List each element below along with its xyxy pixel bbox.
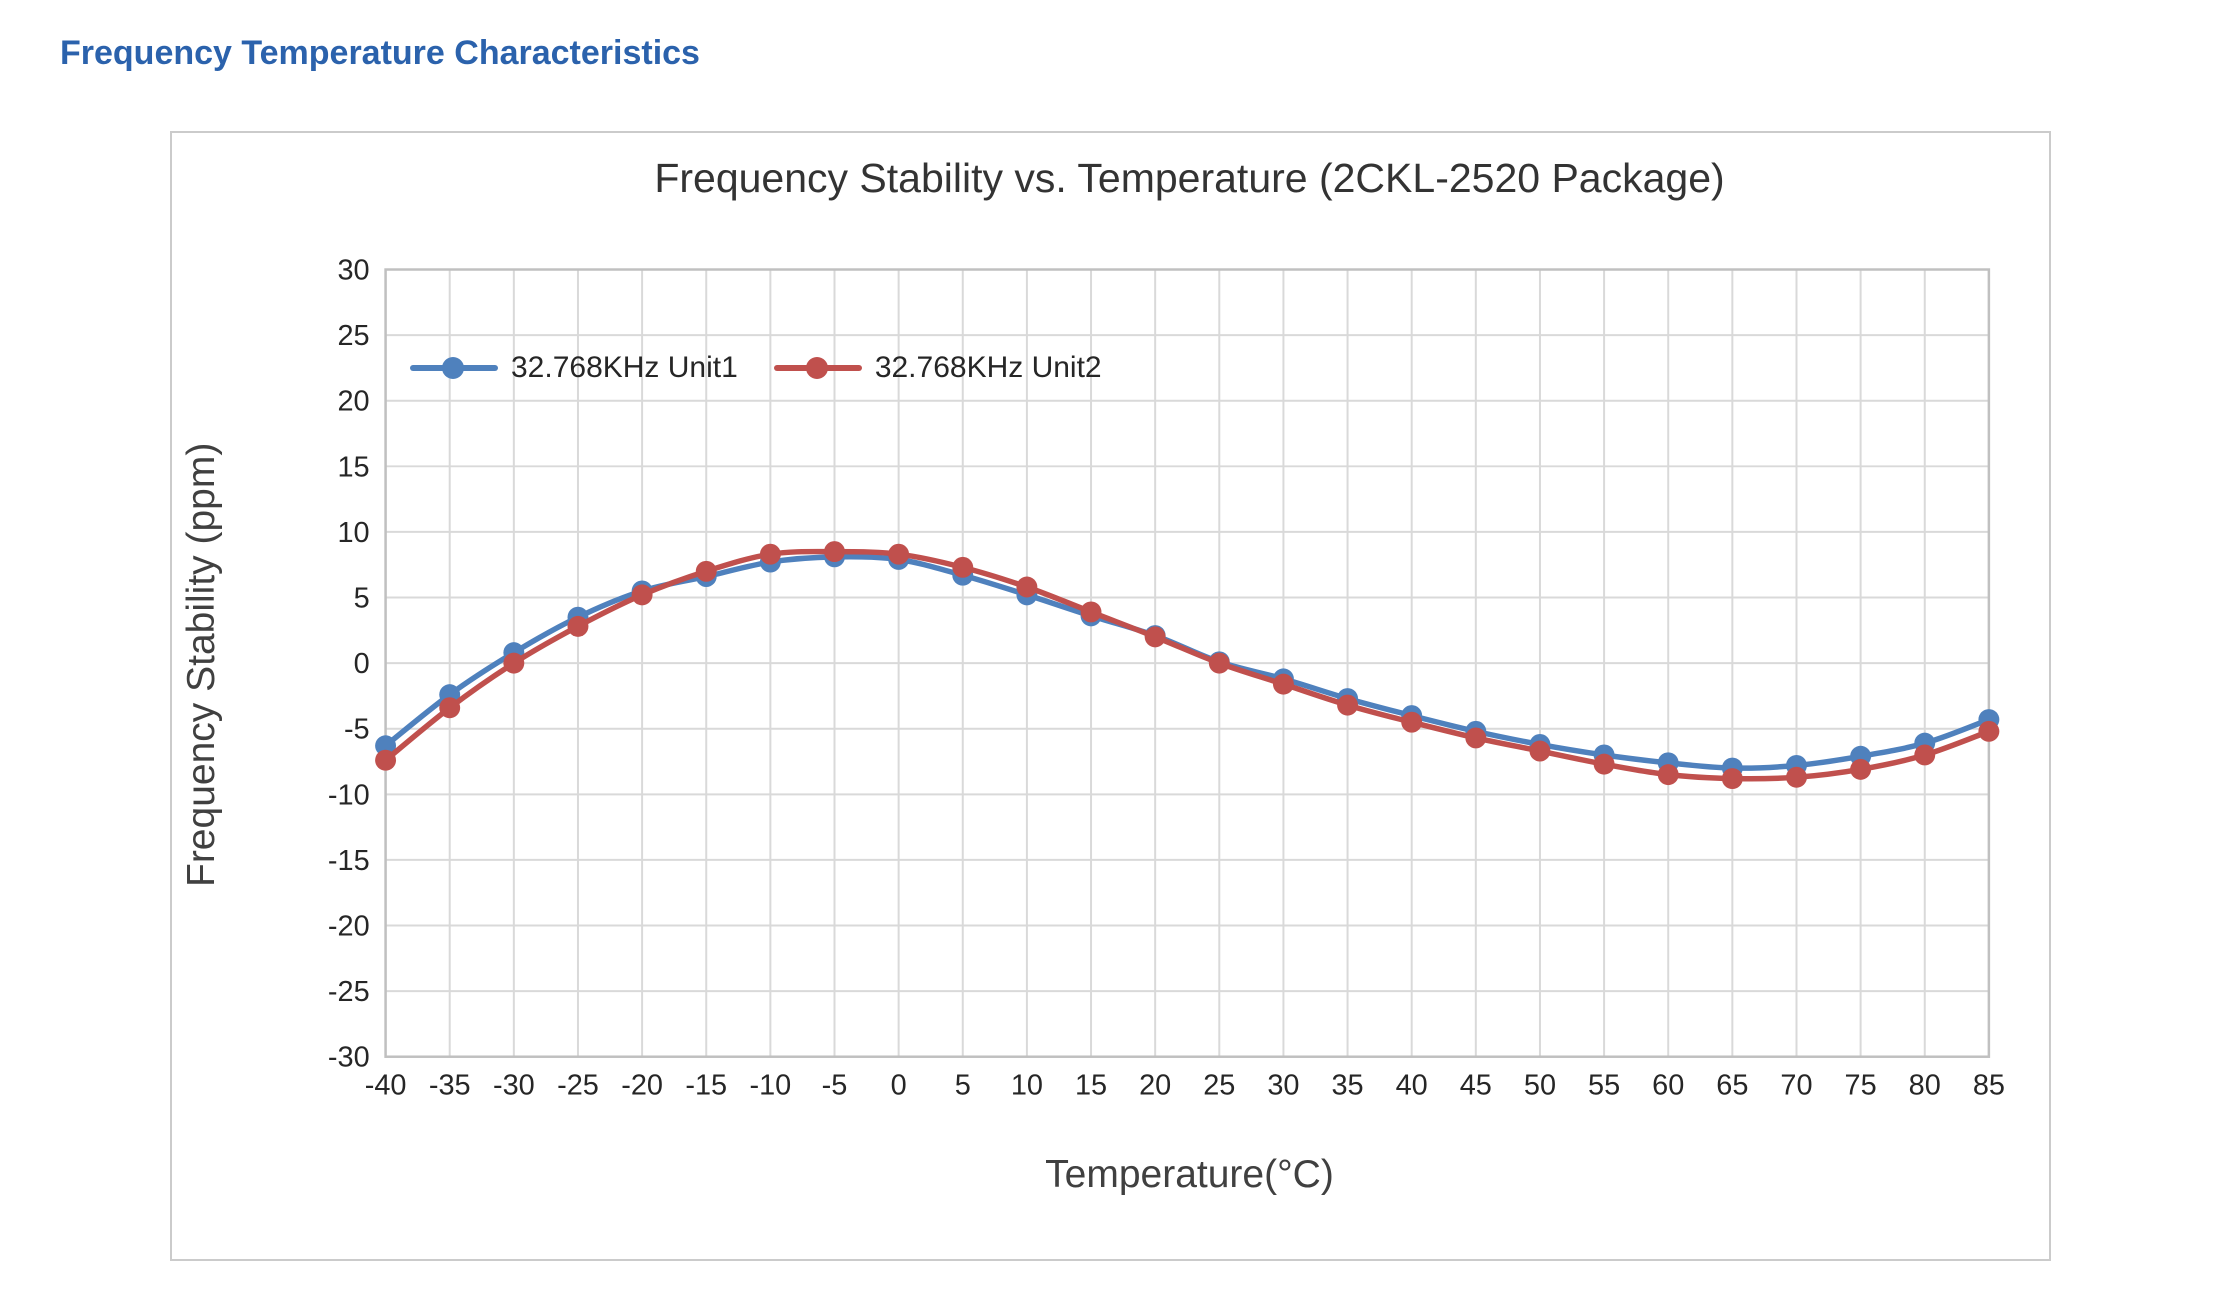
chart-legend: 32.768KHz Unit1 32.768KHz Unit2 xyxy=(410,337,1102,399)
x-tick-label: 25 xyxy=(1203,1070,1235,1102)
data-point-series-2 xyxy=(952,556,974,578)
data-point-series-2 xyxy=(1657,764,1679,786)
data-point-series-2 xyxy=(1016,576,1038,598)
x-axis-title: Temperature(°C) xyxy=(1045,1153,1334,1196)
data-point-series-2 xyxy=(1080,601,1102,623)
y-tick-label: 25 xyxy=(338,320,370,352)
data-point-series-2 xyxy=(1721,768,1743,790)
x-tick-label: 20 xyxy=(1139,1070,1171,1102)
y-tick-label: -5 xyxy=(344,714,370,746)
x-tick-label: -35 xyxy=(429,1070,471,1102)
legend-label-unit1: 32.768KHz Unit1 xyxy=(511,351,738,384)
x-tick-label: 0 xyxy=(891,1070,907,1102)
x-tick-label: 45 xyxy=(1460,1070,1492,1102)
series-2 xyxy=(375,541,2000,790)
x-tick-label: 10 xyxy=(1011,1070,1043,1102)
data-point-series-2 xyxy=(824,541,845,563)
x-tick-label: -40 xyxy=(365,1070,407,1102)
data-point-series-2 xyxy=(1786,766,1807,788)
chart-title: Frequency Stability vs. Temperature (2CK… xyxy=(654,155,1725,201)
x-tick-label: 85 xyxy=(1973,1070,2005,1102)
data-point-series-2 xyxy=(759,543,781,565)
x-tick-label: 5 xyxy=(955,1070,971,1102)
data-point-series-2 xyxy=(1272,673,1294,695)
x-tick-labels: -40 -35 -30 -25 -20 -15 -10 -5 0 5 10 15 20 25 30 35 40 4… xyxy=(365,1070,2005,1102)
page-title: Frequency Temperature Characteristics xyxy=(60,34,700,72)
series-line-2 xyxy=(382,548,1992,782)
data-point-series-2 xyxy=(1465,727,1487,749)
data-point-series-2 xyxy=(695,560,717,582)
x-tick-label: 75 xyxy=(1845,1070,1877,1102)
legend-label-unit2: 32.768KHz Unit2 xyxy=(874,351,1102,384)
data-point-series-2 xyxy=(888,543,910,565)
x-tick-label: -15 xyxy=(685,1070,727,1102)
data-point-series-2 xyxy=(1593,753,1615,775)
x-tick-label: 80 xyxy=(1909,1070,1941,1102)
x-tick-label: 55 xyxy=(1588,1070,1620,1102)
y-tick-labels: 30 25 20 15 10 5 0 -5 -10 -15 -20 -25 -30 xyxy=(328,254,370,1073)
y-tick-label: -20 xyxy=(328,910,370,942)
plot-border xyxy=(384,268,1991,1058)
y-tick-label: -25 xyxy=(328,976,370,1008)
x-tick-label: 35 xyxy=(1331,1070,1363,1102)
y-tick-label: 5 xyxy=(354,582,370,614)
x-tick-label: -10 xyxy=(750,1070,792,1102)
y-tick-label: 15 xyxy=(338,451,370,483)
data-point-series-2 xyxy=(1850,758,1872,780)
x-tick-label: 60 xyxy=(1652,1070,1684,1102)
x-tick-label: 70 xyxy=(1780,1070,1812,1102)
plot-area: -40 -35 -30 -25 -20 -15 -10 -5 0 5 10 15 20 25 30 35 40 4… xyxy=(328,254,2005,1102)
legend-item-unit2: 32.768KHz Unit2 xyxy=(773,351,1102,385)
x-tick-label: -20 xyxy=(621,1070,663,1102)
x-tick-label: 50 xyxy=(1524,1070,1556,1102)
x-tick-label: -5 xyxy=(822,1070,848,1102)
data-point-series-2 xyxy=(1337,694,1359,716)
x-tick-label: -25 xyxy=(557,1070,599,1102)
y-tick-label: -10 xyxy=(328,779,370,811)
x-tick-label: -30 xyxy=(493,1070,535,1102)
y-tick-label: 10 xyxy=(338,517,370,549)
legend-item-unit1: 32.768KHz Unit1 xyxy=(410,351,738,385)
x-tick-label: 30 xyxy=(1267,1070,1299,1102)
y-tick-label: 0 xyxy=(354,648,370,680)
x-tick-label: 65 xyxy=(1716,1070,1748,1102)
legend-marker-unit1-icon xyxy=(410,356,498,380)
y-tick-label: -15 xyxy=(328,845,370,877)
data-point-series-2 xyxy=(1208,652,1230,674)
x-tick-label: 40 xyxy=(1396,1070,1428,1102)
y-tick-label: 30 xyxy=(338,254,370,286)
data-point-series-2 xyxy=(567,615,589,637)
data-point-series-2 xyxy=(631,584,653,606)
x-tick-label: 15 xyxy=(1075,1070,1107,1102)
data-point-series-2 xyxy=(1914,744,1936,766)
data-point-series-2 xyxy=(503,652,525,674)
legend-marker-unit2-icon xyxy=(773,356,862,380)
data-point-series-2 xyxy=(375,749,397,771)
y-axis-title: Frequency Stability (ppm) xyxy=(180,442,223,888)
data-point-series-1 xyxy=(375,735,397,757)
y-tick-label: -30 xyxy=(328,1042,370,1074)
data-point-series-2 xyxy=(1529,740,1551,762)
data-point-series-2 xyxy=(439,697,461,719)
data-point-series-2 xyxy=(1144,626,1166,648)
data-point-series-2 xyxy=(1978,720,2000,742)
y-tick-label: 20 xyxy=(338,386,370,418)
chart-card: Frequency Stability vs. Temperature (2CK… xyxy=(170,131,2051,1261)
data-point-series-2 xyxy=(1401,711,1423,733)
